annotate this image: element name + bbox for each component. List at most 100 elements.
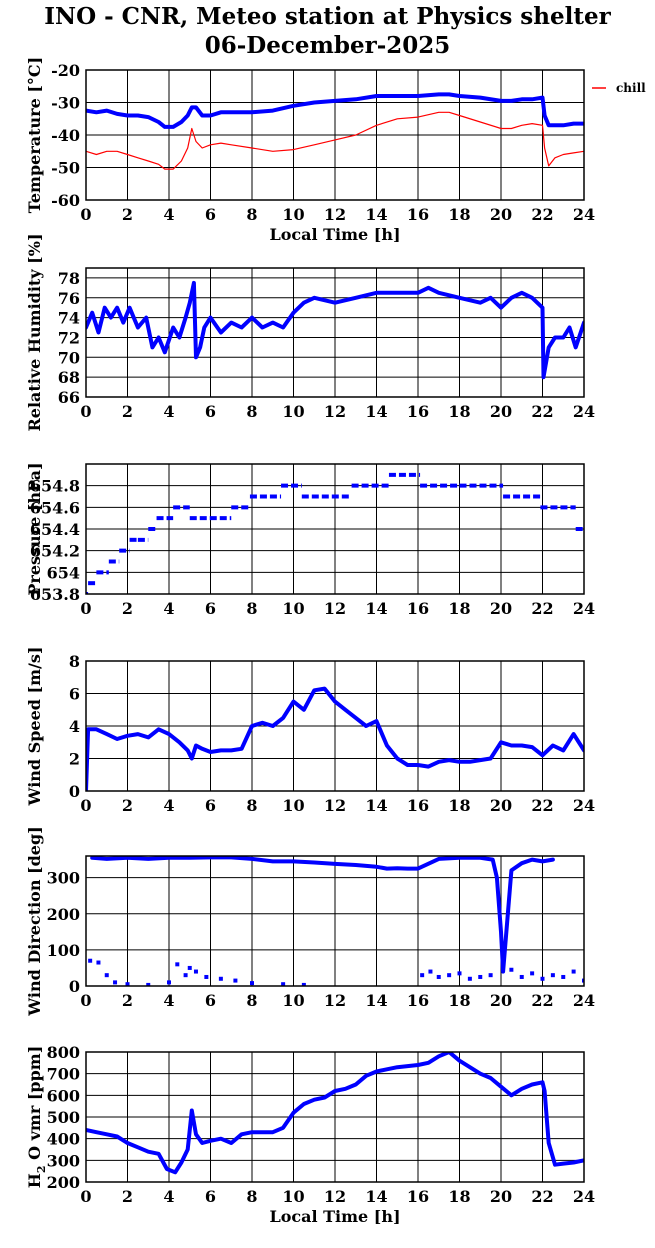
x-tick-label: 12 (324, 1187, 346, 1206)
x-tick-label: 10 (282, 991, 304, 1010)
x-tick-label: 14 (365, 402, 387, 421)
y-axis-label: H2 O vmr [ppm] (25, 1046, 48, 1189)
data-point (167, 980, 171, 985)
y-tick-label: 300 (47, 1151, 80, 1170)
x-tick-label: 2 (122, 991, 133, 1010)
series-line (90, 856, 555, 974)
x-tick-label: 18 (448, 599, 470, 618)
data-point (540, 976, 545, 981)
x-tick-label: 4 (163, 402, 174, 421)
x-tick-label: 18 (448, 1187, 470, 1206)
data-point (146, 982, 151, 986)
y-tick-label: 654 (47, 563, 80, 582)
plot-frame (85, 1051, 585, 1183)
x-tick-label: 4 (163, 1187, 174, 1206)
y-tick-label: 654.6 (30, 498, 80, 517)
y-tick-label: 600 (47, 1086, 80, 1105)
plot-frame (85, 660, 585, 792)
data-point (478, 974, 483, 979)
series-line (86, 280, 584, 380)
y-tick-label: 0 (69, 977, 80, 996)
data-point (420, 973, 425, 978)
x-tick-label: 8 (246, 599, 257, 618)
data-point (519, 974, 524, 979)
y-tick-label: 654.8 (30, 477, 80, 496)
x-tick-label: 16 (407, 991, 429, 1010)
y-axis-label: Pressure [hPa] (25, 462, 44, 595)
data-point (582, 978, 584, 983)
y-tick-label: 6 (69, 685, 80, 704)
x-tick-label: 10 (282, 796, 304, 815)
x-tick-label: 22 (531, 599, 553, 618)
y-tick-label: 66 (58, 388, 80, 407)
x-tick-label: 0 (80, 402, 91, 421)
x-tick-label: 20 (490, 991, 512, 1010)
y-tick-label: 78 (58, 269, 80, 288)
y-axis-label: Wind Speed [m/s] (25, 647, 44, 807)
y-tick-label: -30 (51, 94, 80, 113)
x-tick-label: 6 (205, 402, 216, 421)
data-point (550, 973, 555, 978)
x-tick-label: 16 (407, 599, 429, 618)
x-tick-label: 12 (324, 599, 346, 618)
data-point (183, 973, 188, 978)
x-tick-label: 12 (324, 796, 346, 815)
data-point (104, 973, 109, 978)
x-tick-label: 8 (246, 796, 257, 815)
x-tick-label: 24 (573, 1187, 595, 1206)
x-tick-label: 18 (448, 991, 470, 1010)
series-line (86, 1052, 584, 1175)
x-tick-label: 6 (205, 991, 216, 1010)
x-tick-label: 22 (531, 205, 553, 224)
data-point (113, 980, 118, 985)
x-tick-label: 2 (122, 205, 133, 224)
data-point (530, 971, 535, 976)
data-point (193, 969, 198, 974)
x-tick-label: 18 (448, 205, 470, 224)
y-axis-label: Temperature [°C] (25, 57, 44, 213)
series-line (86, 686, 584, 791)
data-point (509, 967, 514, 972)
x-tick-label: 14 (365, 599, 387, 618)
y-tick-label: 4 (69, 717, 80, 736)
x-tick-label: 0 (80, 796, 91, 815)
y-tick-label: 70 (58, 348, 80, 367)
x-tick-label: 4 (163, 205, 174, 224)
y-tick-label: 653.8 (30, 585, 80, 604)
y-axis-label: Wind Direction [deg] (25, 826, 44, 1017)
x-tick-label: 4 (163, 796, 174, 815)
panel-6: 0 2 4 6 8 10 12 14 16 18 20 22 242003004005006007008… (25, 1043, 595, 1226)
data-point (428, 969, 433, 974)
x-tick-label: 24 (573, 402, 595, 421)
x-tick-label: 22 (531, 1187, 553, 1206)
y-tick-label: 300 (47, 869, 80, 888)
x-tick-label: 16 (407, 205, 429, 224)
x-tick-label: 14 (365, 991, 387, 1010)
x-tick-label: 16 (407, 1187, 429, 1206)
y-tick-label: -50 (51, 159, 80, 178)
x-tick-label: 22 (531, 796, 553, 815)
legend: chill (592, 81, 646, 95)
x-axis-label: Local Time [h] (269, 225, 400, 244)
x-tick-label: 6 (205, 205, 216, 224)
x-tick-label: 24 (573, 599, 595, 618)
y-tick-label: 654.2 (30, 542, 80, 561)
x-tick-label: 14 (365, 205, 387, 224)
panel-2: 0 2 4 6 8 10 12 14 16 18 20 22 2466687072747678Relat… (25, 233, 595, 431)
data-point (281, 982, 286, 986)
data-point (436, 974, 441, 979)
x-tick-label: 24 (573, 796, 595, 815)
x-tick-label: 24 (573, 205, 595, 224)
y-tick-label: -40 (51, 126, 80, 145)
x-tick-label: 2 (122, 796, 133, 815)
data-point (250, 981, 254, 986)
data-point (467, 976, 472, 981)
series-line (86, 92, 584, 129)
x-tick-label: 0 (80, 205, 91, 224)
data-point (96, 960, 101, 965)
x-tick-label: 10 (282, 599, 304, 618)
x-tick-label: 14 (365, 1187, 387, 1206)
series-chill (86, 111, 584, 170)
